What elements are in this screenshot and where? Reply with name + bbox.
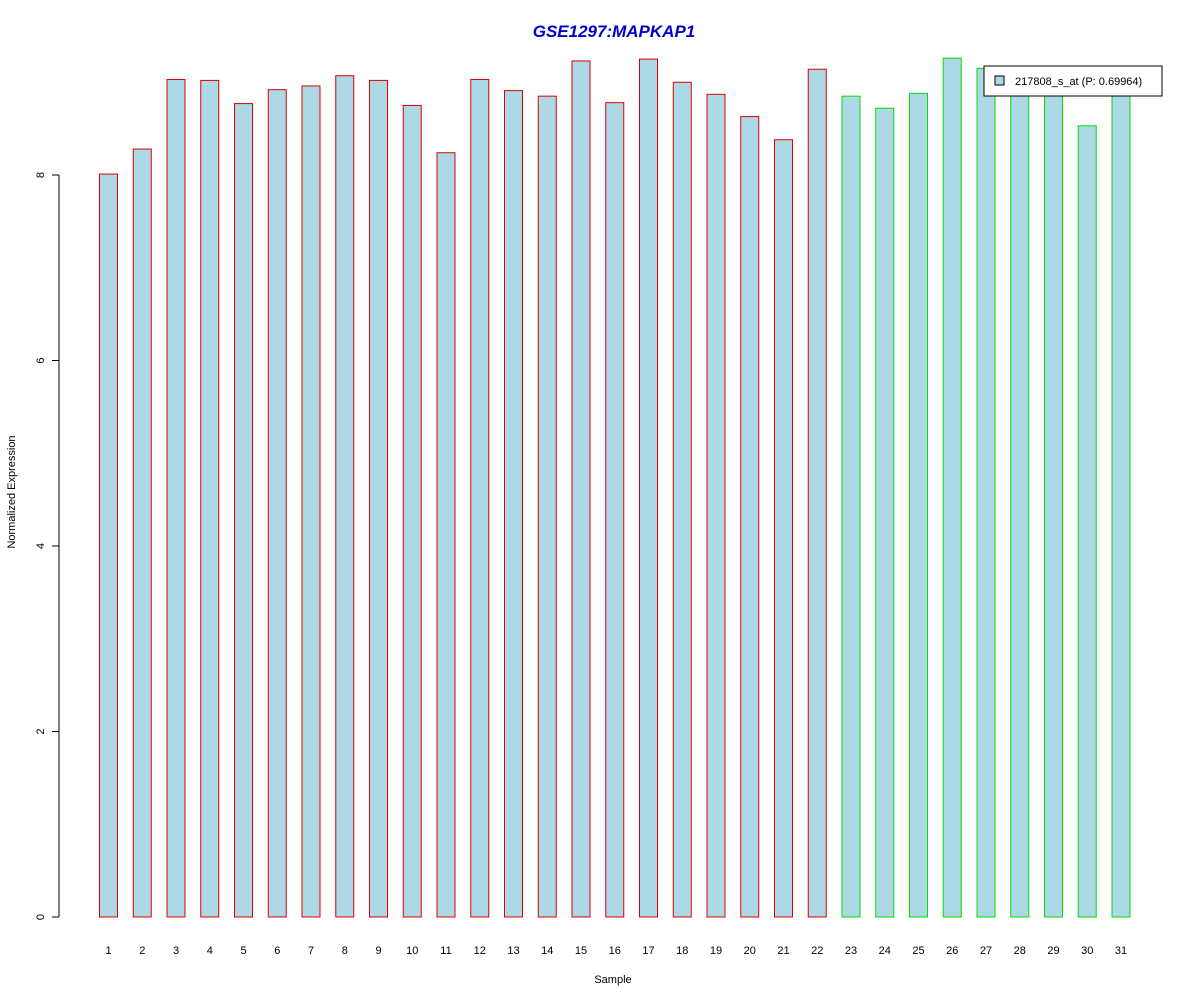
bar-sample-4 [200,79,220,918]
bar-sample-24 [875,107,895,918]
y-tick-label: 2 [35,728,47,734]
legend-box [983,65,1163,97]
bars [99,57,1131,918]
bar-sample-30 [1077,125,1097,918]
x-tick-label: 2 [139,945,145,957]
bar-sample-6 [267,89,287,918]
x-tick-label: 30 [1081,945,1093,957]
chart-title: GSE1297:MAPKAP1 [533,22,696,41]
bar-sample-31 [1111,83,1131,918]
x-tick-label: 12 [474,945,486,957]
legend-entry: 217808_s_at (P: 0.69964) [1015,76,1142,88]
x-tick-label: 13 [507,945,519,957]
y-tick-label: 0 [35,914,47,920]
bar-sample-28 [1010,81,1030,918]
bar-sample-7 [301,85,321,918]
y-tick-label: 8 [35,172,47,178]
bar-sample-17 [639,58,658,918]
x-tick-label: 6 [274,945,280,957]
bar-sample-2 [132,148,152,918]
x-tick-label: 9 [375,945,381,957]
x-tick-label: 11 [440,945,451,957]
x-tick-label: 21 [777,945,789,957]
x-tick-label: 17 [642,945,654,957]
bar-sample-8 [335,75,355,918]
x-tick-label: 16 [609,945,621,957]
x-tick-label: 27 [980,945,992,957]
x-tick-label: 7 [308,945,314,957]
bar-sample-12 [470,78,490,918]
x-tick-label: 23 [845,945,857,957]
y-axis: 0 2 4 6 8 [35,172,60,920]
bar-sample-5 [234,103,253,918]
legend: 217808_s_at (P: 0.69964) [983,65,1163,97]
bar-sample-21 [774,139,793,918]
bar-sample-26 [942,57,962,918]
x-tick-label: 26 [946,945,958,957]
bar-sample-25 [909,92,928,918]
x-tick-label: 19 [710,945,722,957]
x-tick-label: 5 [240,945,246,957]
x-tick-label: 3 [173,945,179,957]
bar-sample-19 [706,93,726,918]
x-tick-label: 24 [879,945,891,957]
bar-sample-18 [672,81,692,918]
x-axis-label: Sample [594,974,631,986]
x-tick-labels: 1 2 3 4 5 6 7 8 9 10 11 12 13 14 15 16 17 18 19 20 21 22 23 24 2… [105,945,1127,957]
x-tick-label: 15 [575,945,587,957]
x-tick-label: 8 [342,945,348,957]
bar-sample-15 [571,60,591,918]
x-tick-label: 4 [207,945,213,957]
x-tick-label: 28 [1014,945,1026,957]
bar-sample-27 [976,67,996,918]
x-tick-label: 29 [1047,945,1059,957]
x-tick-label: 20 [744,945,756,957]
bar-sample-11 [436,152,456,918]
y-tick-label: 6 [35,357,47,363]
bar-sample-10 [402,104,422,918]
x-tick-label: 1 [105,945,111,957]
x-tick-label: 10 [406,945,418,957]
y-axis-label: Normalized Expression [6,435,18,548]
x-tick-label: 25 [912,945,924,957]
bar-sample-9 [369,79,388,918]
bar-sample-20 [740,116,760,918]
x-tick-label: 22 [811,945,823,957]
bar-sample-1 [99,173,118,918]
bar-sample-23 [841,95,861,918]
legend-swatch [994,75,1005,86]
x-tick-label: 31 [1115,945,1127,957]
bar-sample-16 [605,102,625,918]
y-tick-label: 4 [35,543,47,549]
bar-sample-22 [807,68,827,918]
x-tick-label: 18 [676,945,688,957]
bar-sample-3 [166,78,186,918]
bar-sample-29 [1044,86,1063,918]
bar-sample-14 [537,95,557,918]
x-tick-label: 14 [541,945,553,957]
bar-sample-13 [504,90,523,918]
